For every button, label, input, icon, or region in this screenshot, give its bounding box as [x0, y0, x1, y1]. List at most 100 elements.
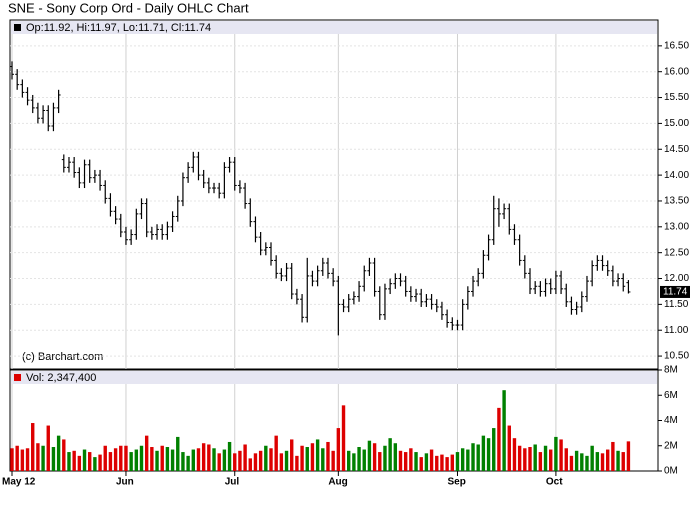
volume-bar — [445, 457, 449, 471]
volume-bar — [481, 435, 486, 471]
volume-bar — [222, 449, 227, 471]
volume-bar — [290, 439, 294, 471]
price-legend-strip — [11, 21, 657, 34]
y-tick-label: 11.00 — [664, 325, 689, 336]
volume-bar — [590, 445, 594, 471]
volume-bar — [129, 452, 133, 471]
last-price-label: 11.74 — [663, 287, 688, 298]
volume-bar — [347, 450, 351, 471]
volume-bar — [585, 455, 589, 471]
volume-bar — [191, 449, 195, 471]
volume-bar — [528, 447, 532, 471]
volume-bar — [409, 448, 413, 471]
volume-bar — [233, 453, 237, 471]
price-legend-icon — [14, 24, 21, 31]
volume-bar — [372, 443, 377, 471]
volume-bar — [471, 443, 475, 471]
volume-bar — [284, 450, 289, 471]
volume-bar — [569, 455, 574, 471]
volume-bar — [279, 453, 284, 471]
volume-bar — [243, 444, 247, 471]
volume-bar — [362, 449, 366, 471]
volume-bar — [274, 435, 278, 471]
volume-bar — [181, 452, 185, 471]
volume-bar — [611, 441, 615, 471]
y-tick-label: 14.00 — [664, 170, 689, 181]
chart-title: SNE - Sony Corp Ord - Daily OHLC Chart — [8, 0, 249, 15]
volume-bar — [564, 448, 568, 471]
volume-bar — [626, 441, 631, 471]
volume-bar — [258, 450, 263, 471]
volume-bar — [238, 450, 242, 471]
y-tick-label: 6M — [664, 390, 678, 401]
volume-bar — [155, 450, 159, 471]
volume-bar — [486, 438, 491, 471]
volume-bar — [160, 445, 164, 471]
volume-bar — [429, 449, 434, 471]
x-tick-label: Oct — [546, 477, 563, 488]
volume-bar — [253, 453, 258, 471]
volume-legend-icon — [14, 374, 21, 381]
x-tick-label: Aug — [328, 477, 347, 488]
y-tick-label: 10.50 — [664, 351, 689, 362]
volume-bar — [15, 445, 19, 471]
volume-bar — [36, 443, 40, 471]
volume-bar — [248, 458, 252, 471]
volume-bar — [460, 448, 465, 471]
volume-bar — [341, 405, 346, 471]
credit: (c) Barchart.com — [22, 351, 103, 363]
volume-bar — [88, 452, 92, 471]
volume-bar — [207, 444, 211, 471]
volume-bar — [201, 443, 206, 471]
volume-bar — [502, 390, 506, 471]
volume-bar — [533, 444, 537, 471]
y-tick-label: 0M — [664, 466, 678, 477]
volume-bar — [419, 457, 423, 471]
volume-bar — [103, 445, 107, 471]
volume-bar — [310, 443, 315, 471]
volume-bar — [403, 452, 408, 471]
volume-bar — [543, 445, 548, 471]
y-tick-label: 8M — [664, 365, 678, 376]
volume-bar — [321, 448, 325, 471]
volume-bar — [367, 440, 372, 471]
volume-bar — [217, 453, 221, 471]
x-tick-label: Jul — [225, 477, 240, 488]
volume-bar — [424, 453, 429, 471]
volume-bar — [393, 443, 398, 471]
volume-bar — [31, 423, 35, 471]
volume-bar — [497, 407, 501, 471]
volume-bar — [315, 439, 320, 471]
y-tick-label: 12.50 — [664, 247, 689, 258]
volume-legend: Vol: 2,347,400 — [26, 372, 96, 384]
volume-bar — [93, 457, 97, 471]
volume-bar — [41, 445, 45, 471]
volume-bar — [62, 439, 66, 471]
y-tick-label: 15.00 — [664, 118, 689, 129]
volume-bar — [549, 449, 553, 471]
volume-bar — [398, 450, 403, 471]
volume-bar — [165, 447, 170, 471]
volume-bar — [139, 445, 144, 471]
volume-bar — [46, 425, 50, 471]
volume-bar — [51, 447, 56, 471]
volume-bar — [108, 452, 113, 471]
volume-bar — [440, 454, 444, 471]
y-tick-label: 4M — [664, 415, 678, 426]
volume-bar — [512, 438, 517, 471]
volume-bar — [20, 449, 25, 471]
volume-bar — [144, 435, 149, 471]
volume-bar — [507, 425, 511, 471]
volume-bar — [455, 452, 460, 471]
volume-bar — [606, 449, 610, 471]
volume-bar — [414, 452, 418, 471]
volume-bar — [295, 455, 299, 471]
volume-bar — [150, 447, 154, 471]
y-tick-label: 12.00 — [664, 273, 689, 284]
volume-bar — [352, 453, 356, 471]
volume-bar — [72, 450, 76, 471]
volume-bar — [119, 445, 123, 471]
volume-bar — [134, 449, 139, 471]
y-tick-label: 2M — [664, 440, 678, 451]
volume-bar — [559, 439, 563, 471]
